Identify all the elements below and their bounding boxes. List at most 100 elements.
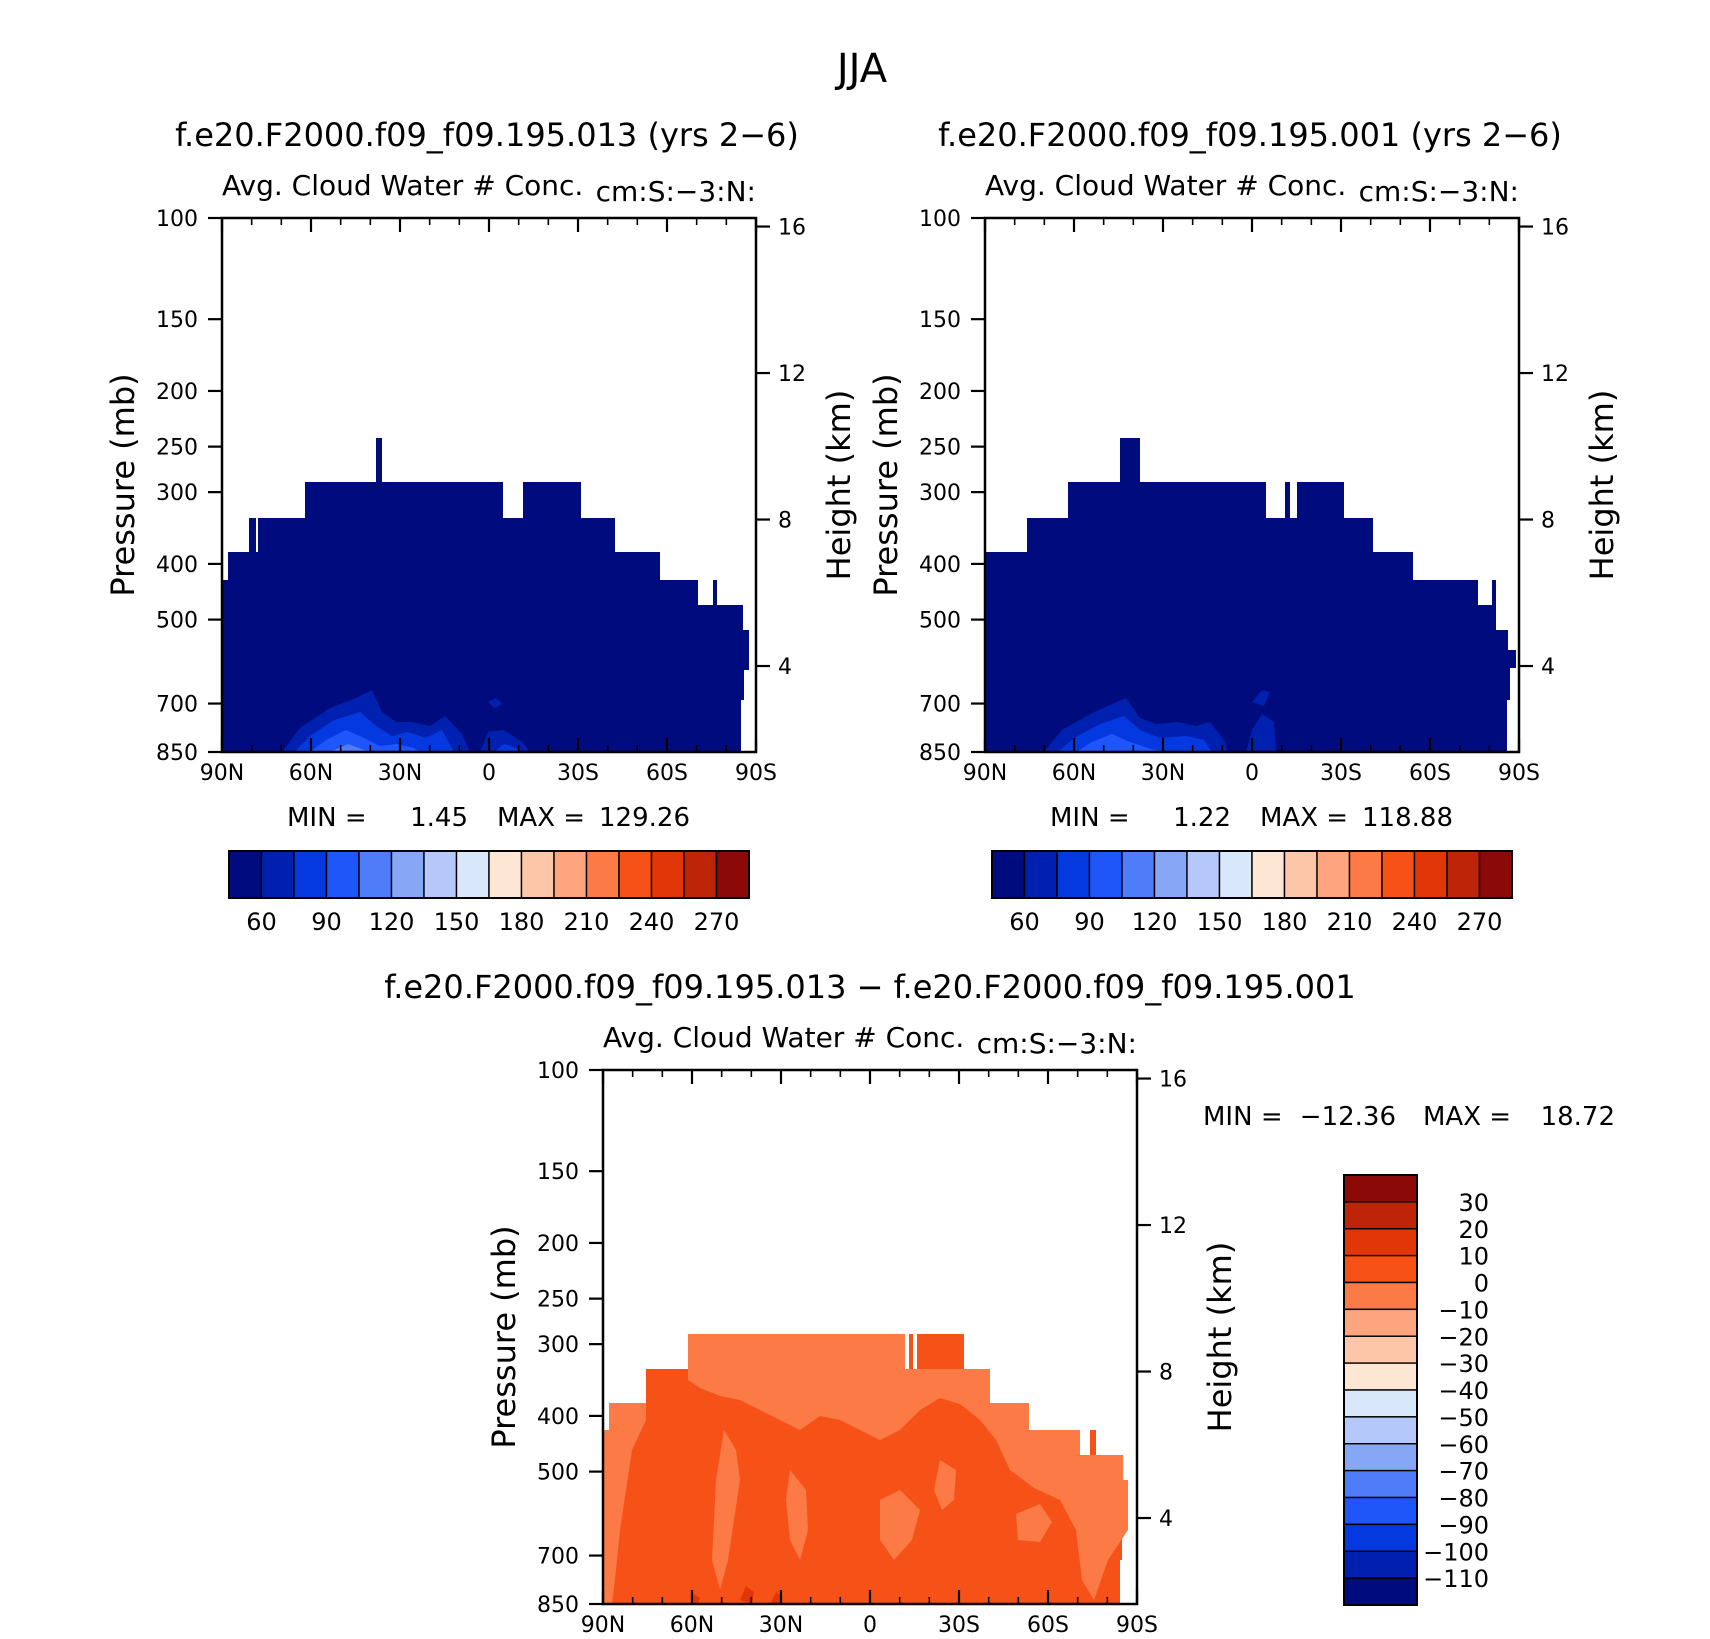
y-tick-label: 850	[156, 741, 198, 766]
colorbar-swatch	[1343, 1254, 1418, 1284]
colorbar-swatch	[715, 850, 750, 899]
x-tick-label: 30S	[938, 1613, 980, 1638]
field-detail-4	[690, 1586, 782, 1604]
y-tick-label: 200	[919, 380, 961, 405]
colorbar-swatch	[228, 850, 263, 899]
y-right-tick-label: 4	[778, 655, 792, 680]
axes-left: 90N 60N 30N 0 30S 60S 90S	[200, 218, 777, 786]
colorbar-swatch	[683, 850, 718, 899]
y-tick-label: 850	[537, 1593, 579, 1618]
axes-left: 90N 60N 30N 0 30S 60S 90S	[581, 1070, 1158, 1638]
y-right-tick-label: 8	[1159, 1361, 1173, 1386]
colorbar-swatch	[1343, 1496, 1418, 1526]
y-tick-label: 150	[537, 1160, 579, 1185]
panel-001: f.e20.F2000.f09_f09.195.001 (yrs 2−6) Av…	[867, 116, 1621, 936]
colorbar-frame	[991, 850, 1513, 899]
y-axis-right: 16 12 8 4	[756, 216, 806, 680]
y-right-tick-label: 8	[778, 509, 792, 534]
colorbar-swatch	[423, 850, 458, 899]
x-tick-label: 90N	[200, 761, 244, 786]
colorbar-label: 60	[246, 908, 277, 936]
y-right-tick-label: 4	[1159, 1507, 1173, 1532]
colorbar: 3020100−10−20−30−40−50−60−70−80−90−100−1…	[1343, 1174, 1489, 1606]
colorbar-label: −70	[1438, 1458, 1489, 1486]
colorbar-swatch	[1343, 1389, 1418, 1418]
y-axis-right-label: Height (km)	[1201, 1242, 1239, 1433]
colorbar-swatch	[1343, 1443, 1418, 1472]
min-label: MIN =	[1050, 803, 1130, 833]
colorbar-label: 270	[1457, 908, 1503, 936]
y-right-tick-label: 8	[1541, 509, 1555, 534]
colorbar-label: 240	[1392, 908, 1438, 936]
colorbar-swatch	[1343, 1281, 1418, 1311]
max-label: MAX =	[1423, 1102, 1511, 1132]
colorbar-label: −80	[1438, 1485, 1489, 1513]
colorbar-label: 0	[1474, 1270, 1489, 1298]
x-tick-label: 30N	[378, 761, 422, 786]
colorbar-label: 210	[1327, 908, 1373, 936]
x-tick-label: 30S	[557, 761, 599, 786]
y-tick-label: 500	[919, 609, 961, 634]
y-axis-label: Pressure (mb)	[867, 373, 905, 596]
colorbar-label: −20	[1438, 1323, 1489, 1351]
colorbar-swatch	[1343, 1201, 1418, 1230]
colorbar-swatch	[1186, 850, 1221, 899]
contour-field	[985, 438, 1516, 752]
panel-subtitle: Avg. Cloud Water # Conc.	[222, 169, 583, 202]
units-label: cm:S:−3:N:	[1359, 175, 1519, 208]
y-tick-label: 200	[156, 380, 198, 405]
colorbar-swatch	[1251, 850, 1286, 899]
y-right-tick-label: 12	[1541, 362, 1569, 387]
x-tick-label: 60N	[1052, 761, 1096, 786]
y-axis-left: 100 150 200 250 300 400 500 700 850	[156, 207, 222, 766]
y-right-tick-label: 16	[778, 216, 806, 241]
x-tick-label: 60S	[1409, 761, 1451, 786]
field-detail-2	[603, 1403, 646, 1604]
colorbar-label: 90	[1074, 908, 1105, 936]
y-tick-label: 400	[537, 1405, 579, 1430]
y-tick-label: 700	[537, 1545, 579, 1570]
panel-subtitle: Avg. Cloud Water # Conc.	[603, 1021, 964, 1054]
colorbar-label: 60	[1009, 908, 1040, 936]
colorbar-swatch	[1218, 850, 1253, 899]
colorbar-label: 10	[1458, 1243, 1489, 1271]
colorbar-swatch	[1446, 850, 1481, 899]
axes-left: 90N 60N 30N 0 30S 60S 90S	[963, 218, 1540, 786]
colorbar-label: −30	[1438, 1350, 1489, 1378]
colorbar-swatch	[520, 850, 555, 899]
field-detail-3	[310, 730, 420, 752]
min-label: MIN =	[1203, 1102, 1283, 1132]
x-tick-label: 0	[482, 761, 496, 786]
x-tick-label: 60S	[646, 761, 688, 786]
colorbar-swatch	[455, 850, 490, 899]
panel-title: f.e20.F2000.f09_f09.195.013 − f.e20.F200…	[384, 968, 1356, 1006]
colorbar-label: 20	[1458, 1216, 1489, 1244]
colorbar-swatch	[1153, 850, 1188, 899]
colorbar-label: 180	[499, 908, 545, 936]
panel-diff: f.e20.F2000.f09_f09.195.013 − f.e20.F200…	[384, 968, 1615, 1638]
y-tick-label: 250	[156, 436, 198, 461]
y-right-tick-label: 16	[1541, 216, 1569, 241]
colorbar-label: 210	[564, 908, 610, 936]
field-detail-3	[1076, 734, 1164, 752]
y-tick-label: 400	[919, 553, 961, 578]
field-detail-3	[712, 1430, 1052, 1590]
y-tick-label: 700	[919, 693, 961, 718]
colorbar-label: 150	[1197, 908, 1243, 936]
colorbar-swatch	[325, 850, 360, 899]
y-tick-label: 250	[537, 1288, 579, 1313]
y-tick-label: 150	[919, 308, 961, 333]
x-tick-label: 90S	[1498, 761, 1540, 786]
y-tick-label: 300	[156, 481, 198, 506]
x-tick-label: 90S	[1116, 1613, 1158, 1638]
x-tick-label: 0	[1245, 761, 1259, 786]
y-axis-label: Pressure (mb)	[104, 373, 142, 596]
panel-title: f.e20.F2000.f09_f09.195.013 (yrs 2−6)	[175, 116, 799, 154]
colorbar-swatch	[650, 850, 685, 899]
x-tick-label: 60N	[670, 1613, 714, 1638]
colorbar-swatch	[358, 850, 393, 899]
min-value: −12.36	[1300, 1102, 1396, 1132]
max-value: 118.88	[1362, 803, 1453, 833]
y-tick-label: 250	[919, 436, 961, 461]
x-tick-label: 0	[863, 1613, 877, 1638]
